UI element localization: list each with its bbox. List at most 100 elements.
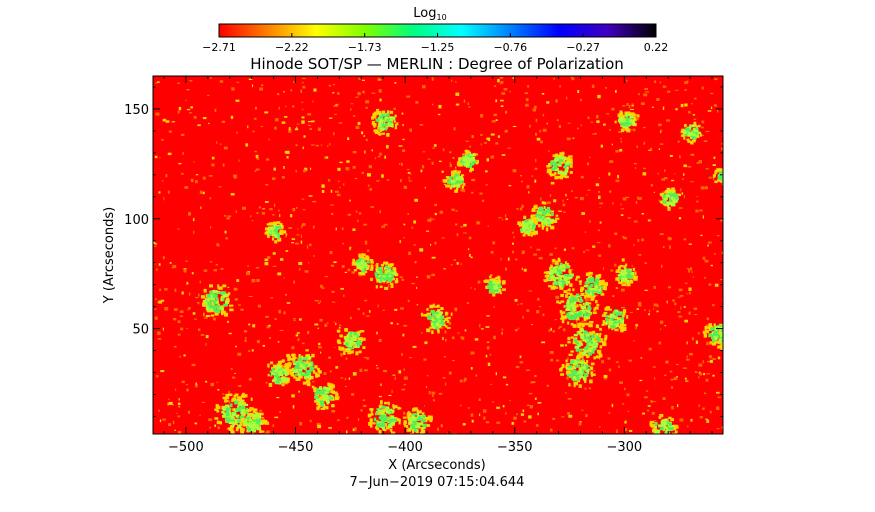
- heatmap-speckle: [684, 81, 688, 85]
- heatmap-speckle: [692, 276, 694, 278]
- heatmap-speckle: [486, 315, 490, 317]
- plage-halo: [359, 337, 363, 341]
- plage-core: [578, 373, 583, 378]
- plage-core: [218, 291, 223, 295]
- plage-core: [225, 412, 230, 417]
- heatmap-speckle: [208, 418, 213, 422]
- plage-core: [583, 316, 589, 319]
- heatmap-speckle: [720, 218, 723, 222]
- heatmap-speckle: [232, 376, 236, 379]
- heatmap-speckle: [479, 192, 483, 195]
- plage-core: [553, 283, 559, 286]
- heatmap-speckle: [468, 106, 471, 108]
- plage-core: [525, 219, 531, 222]
- heatmap-speckle: [636, 145, 638, 148]
- heatmap-speckle: [158, 191, 161, 194]
- heatmap-speckle: [627, 410, 630, 412]
- heatmap-speckle: [706, 419, 710, 423]
- heatmap-speckle: [205, 342, 207, 346]
- heatmap-speckle: [522, 315, 524, 319]
- plage-halo: [577, 354, 582, 358]
- plage-core: [244, 403, 249, 406]
- plage-halo: [243, 413, 246, 416]
- plage-halo: [621, 283, 627, 287]
- heatmap-speckle: [660, 129, 663, 132]
- heatmap-speckle: [335, 104, 339, 106]
- plage-halo: [216, 409, 220, 413]
- plage-core: [621, 118, 624, 122]
- heatmap-speckle: [669, 154, 673, 157]
- plage-halo: [291, 367, 295, 371]
- heatmap-speckle: [202, 116, 207, 120]
- heatmap-speckle: [705, 418, 708, 420]
- heatmap-speckle: [637, 239, 640, 242]
- heatmap-speckle: [354, 427, 357, 431]
- heatmap-speckle: [301, 198, 305, 200]
- plage-core: [379, 272, 384, 275]
- heatmap-speckle: [251, 220, 254, 222]
- plage-core: [548, 271, 553, 275]
- plage-halo: [730, 170, 734, 173]
- heatmap-speckle: [648, 149, 652, 151]
- heatmap-speckle: [333, 321, 335, 323]
- heatmap-speckle: [333, 131, 335, 136]
- heatmap-speckle: [686, 355, 688, 359]
- heatmap-speckle: [222, 393, 225, 395]
- heatmap-speckle: [686, 80, 689, 83]
- plage-core: [711, 335, 714, 340]
- plage-core: [248, 428, 252, 432]
- heatmap-speckle: [423, 358, 427, 361]
- plage-halo: [403, 420, 408, 425]
- plage-core: [270, 226, 274, 230]
- heatmap-speckle: [177, 333, 181, 336]
- plage-halo: [555, 214, 559, 217]
- heatmap-speckle: [513, 236, 515, 239]
- plage-halo: [231, 397, 237, 402]
- plage-core: [596, 337, 599, 341]
- plage-core: [571, 296, 576, 299]
- heatmap-speckle: [550, 327, 553, 331]
- heatmap-speckle: [669, 237, 672, 241]
- plage-halo: [554, 260, 559, 264]
- plage-core: [570, 299, 574, 304]
- heatmap-speckle: [165, 174, 168, 178]
- heatmap-speckle: [656, 98, 660, 101]
- heatmap-speckle: [653, 420, 657, 422]
- heatmap-speckle: [485, 170, 488, 173]
- heatmap-speckle: [631, 129, 635, 131]
- plage-core: [619, 274, 625, 279]
- heatmap-speckle: [685, 358, 690, 361]
- heatmap-speckle: [567, 412, 570, 415]
- heatmap-speckle: [628, 430, 633, 432]
- plage-halo: [395, 277, 398, 281]
- heatmap-speckle: [233, 175, 237, 179]
- plage-core: [253, 424, 257, 429]
- heatmap-speckle: [712, 164, 717, 166]
- heatmap-speckle: [584, 231, 587, 233]
- heatmap-speckle: [234, 372, 236, 374]
- heatmap-speckle: [649, 147, 653, 150]
- plage-halo: [240, 428, 244, 432]
- plage-core: [419, 416, 423, 419]
- plage-core: [320, 391, 324, 395]
- heatmap-speckle: [710, 92, 714, 95]
- plage-core: [378, 269, 383, 273]
- heatmap-speckle: [382, 269, 387, 273]
- plage-halo: [248, 419, 252, 424]
- heatmap-speckle: [631, 264, 633, 267]
- heatmap-speckle: [188, 112, 193, 114]
- heatmap-speckle: [257, 304, 261, 308]
- heatmap-speckle: [611, 143, 613, 146]
- heatmap-speckle: [540, 197, 542, 201]
- plage-halo: [556, 300, 560, 304]
- plage-core: [359, 265, 365, 270]
- heatmap-speckle: [626, 79, 628, 82]
- plage-halo: [591, 296, 595, 300]
- plage-core: [630, 117, 633, 121]
- heatmap-speckle: [660, 264, 663, 268]
- heatmap-speckle: [477, 280, 481, 284]
- heatmap-speckle: [267, 256, 271, 259]
- heatmap-speckle: [272, 265, 277, 267]
- plage-halo: [565, 281, 569, 286]
- heatmap-speckle: [179, 310, 184, 313]
